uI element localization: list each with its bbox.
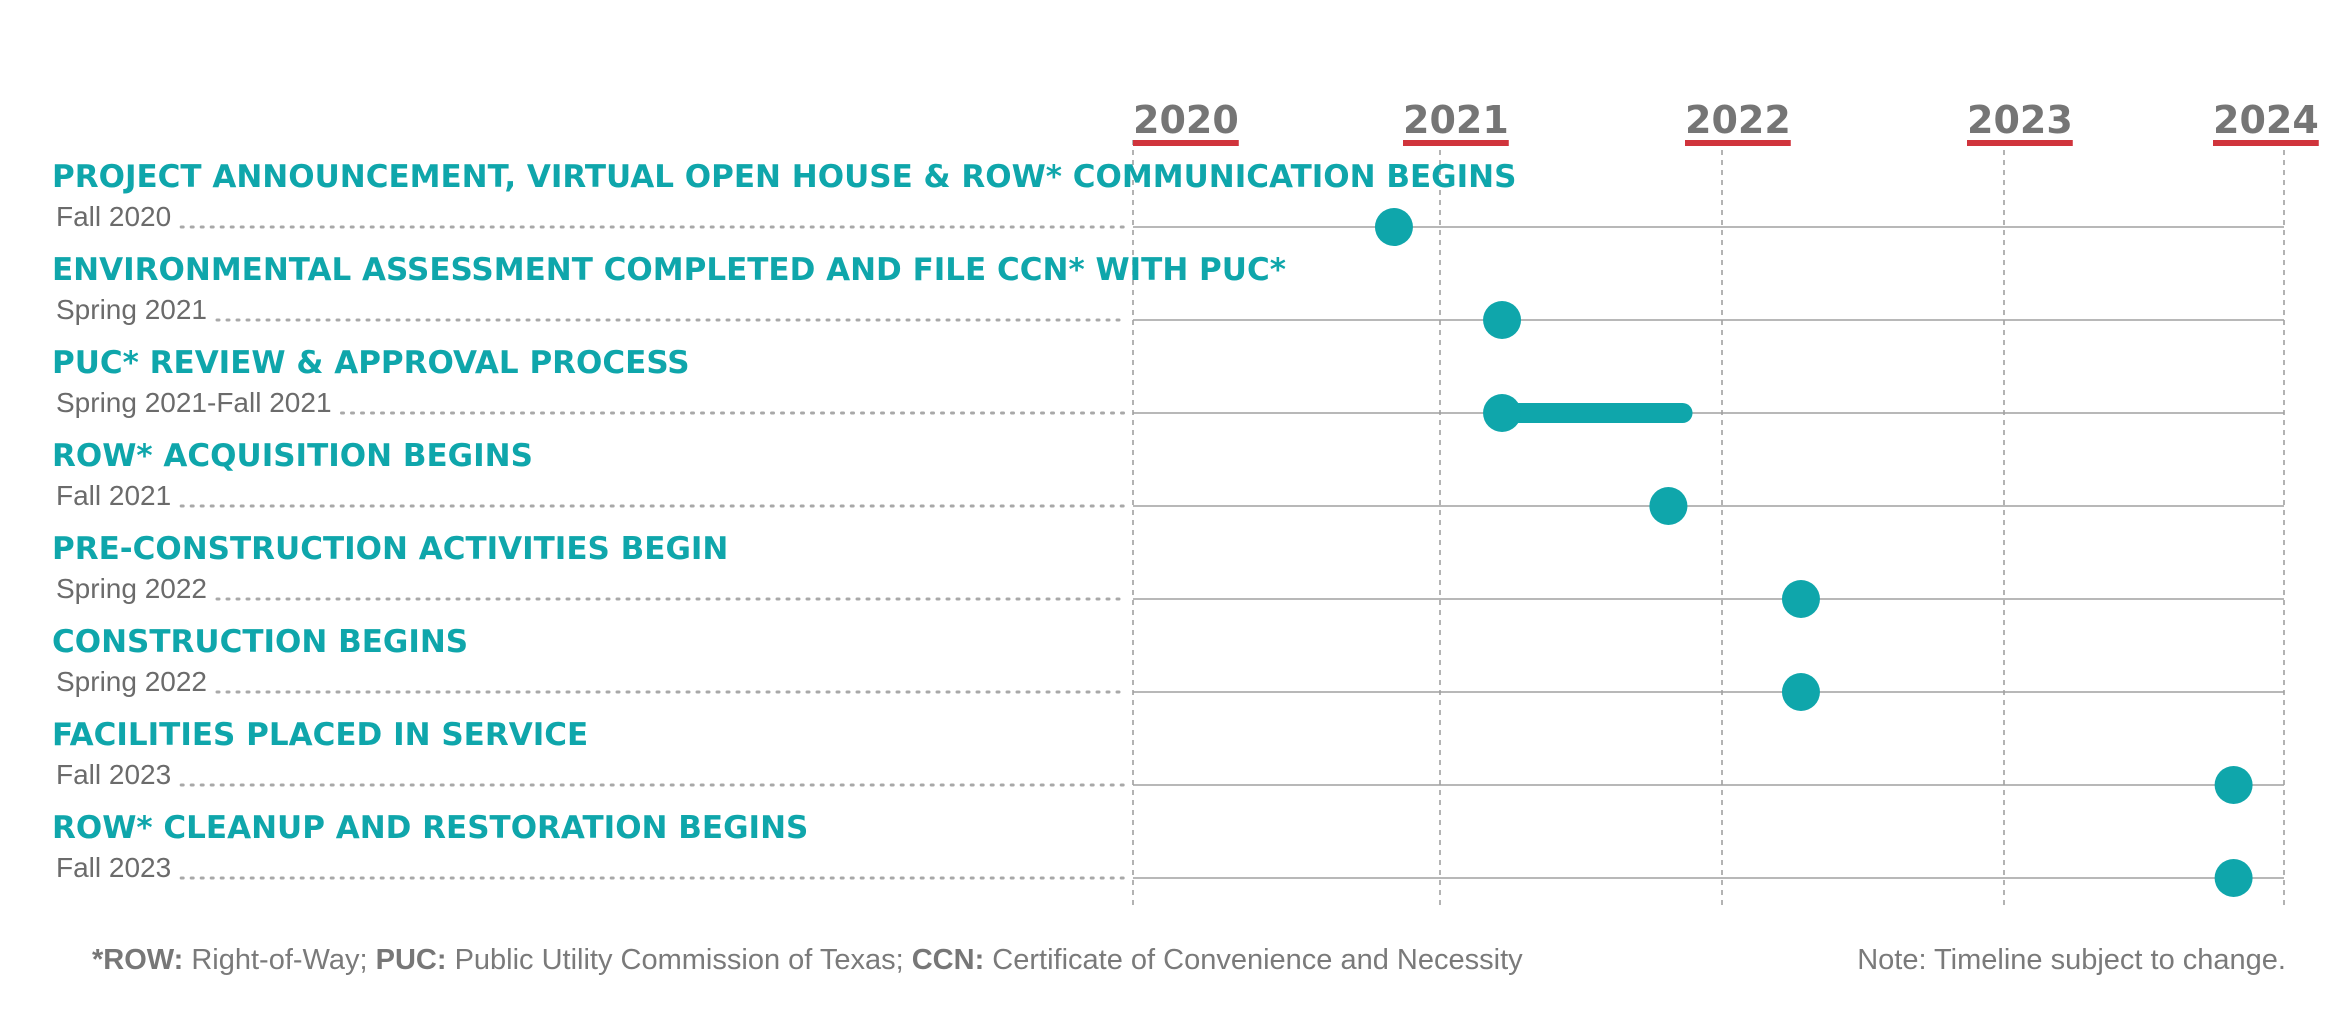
- milestone-title: CONSTRUCTION BEGINS: [52, 624, 468, 660]
- abbreviation-footnote: *ROW: Right-of-Way; PUC: Public Utility …: [92, 944, 1523, 977]
- milestone-date: Spring 2022: [56, 666, 207, 697]
- timeline-note: Note: Timeline subject to change.: [1857, 944, 2286, 976]
- year-underline: [2213, 140, 2319, 146]
- ccn-abbr: CCN:: [911, 944, 985, 976]
- milestone-date: Spring 2022: [56, 573, 207, 604]
- milestone-row: CONSTRUCTION BEGINS Spring 2022: [52, 624, 2284, 711]
- milestone-title: PUC* REVIEW & APPROVAL PROCESS: [52, 345, 690, 381]
- milestone-title: ROW* ACQUISITION BEGINS: [52, 438, 533, 474]
- year-label: 2022: [1685, 98, 1791, 142]
- year-underline: [1133, 140, 1239, 146]
- milestone-dot: [1781, 673, 1820, 711]
- year-underline: [1403, 140, 1509, 146]
- milestone-rows: PROJECT ANNOUNCEMENT, VIRTUAL OPEN HOUSE…: [52, 159, 2284, 897]
- milestone-date: Fall 2021: [56, 480, 171, 511]
- milestone-dot: [1483, 301, 1522, 339]
- milestone-row: FACILITIES PLACED IN SERVICE Fall 2023: [52, 717, 2284, 804]
- milestone-date: Fall 2023: [56, 759, 171, 790]
- milestone-date: Fall 2020: [56, 201, 171, 232]
- year-label: 2024: [2213, 98, 2319, 142]
- milestone-title: PROJECT ANNOUNCEMENT, VIRTUAL OPEN HOUSE…: [52, 159, 1516, 195]
- milestone-dot: [1374, 208, 1413, 246]
- puc-definition: Public Utility Commission of Texas;: [454, 944, 904, 976]
- milestone-row: PROJECT ANNOUNCEMENT, VIRTUAL OPEN HOUSE…: [52, 159, 2284, 246]
- grid-layer: [1132, 140, 2285, 910]
- milestone-row: ROW* ACQUISITION BEGINS Fall 2021: [52, 438, 2284, 525]
- milestone-row: PRE-CONSTRUCTION ACTIVITIES BEGIN Spring …: [52, 531, 2284, 618]
- milestone-date: Spring 2021-Fall 2021: [56, 387, 332, 418]
- milestone-title: ENVIRONMENTAL ASSESSMENT COMPLETED AND F…: [52, 252, 1286, 288]
- puc-abbr: PUC:: [375, 944, 447, 976]
- milestone-dot: [2214, 766, 2253, 804]
- year-underline: [1685, 140, 1791, 146]
- year-label: 2021: [1403, 98, 1509, 142]
- year-label: 2020: [1133, 98, 1239, 142]
- year-axis: 2020 2021 2022 2023 2024: [1133, 98, 2319, 146]
- milestone-title: PRE-CONSTRUCTION ACTIVITIES BEGIN: [52, 531, 728, 567]
- row-definition: Right-of-Way;: [191, 944, 368, 976]
- milestone-dot: [2214, 859, 2253, 897]
- milestone-dot: [1781, 580, 1820, 618]
- milestone-date: Spring 2021: [56, 294, 207, 325]
- milestone-row: ROW* CLEANUP AND RESTORATION BEGINS Fall …: [52, 810, 2284, 897]
- milestone-date: Fall 2023: [56, 852, 171, 883]
- milestone-row: PUC* REVIEW & APPROVAL PROCESS Spring 202…: [52, 345, 2284, 432]
- year-underline: [1967, 140, 2073, 146]
- milestone-title: ROW* CLEANUP AND RESTORATION BEGINS: [52, 810, 808, 846]
- milestone-dot: [1483, 394, 1522, 432]
- row-abbr: *ROW:: [92, 944, 184, 976]
- milestone-row: ENVIRONMENTAL ASSESSMENT COMPLETED AND F…: [52, 252, 2284, 339]
- year-label: 2023: [1967, 98, 2073, 142]
- milestone-dot: [1649, 487, 1688, 525]
- milestone-title: FACILITIES PLACED IN SERVICE: [52, 717, 588, 753]
- ccn-definition: Certificate of Convenience and Necessity: [992, 944, 1523, 976]
